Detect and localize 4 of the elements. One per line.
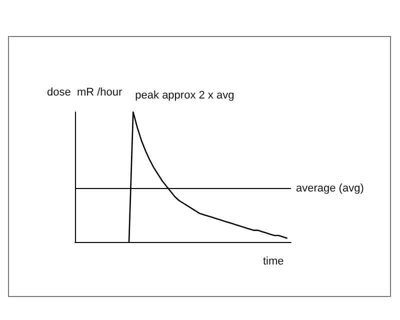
x-axis-title: time [263,256,284,268]
text: peak approx 2 x avg [135,90,234,102]
ref-line-label: average (avg) [296,182,364,195]
y-axis-title: dose mR /hour [47,86,123,98]
